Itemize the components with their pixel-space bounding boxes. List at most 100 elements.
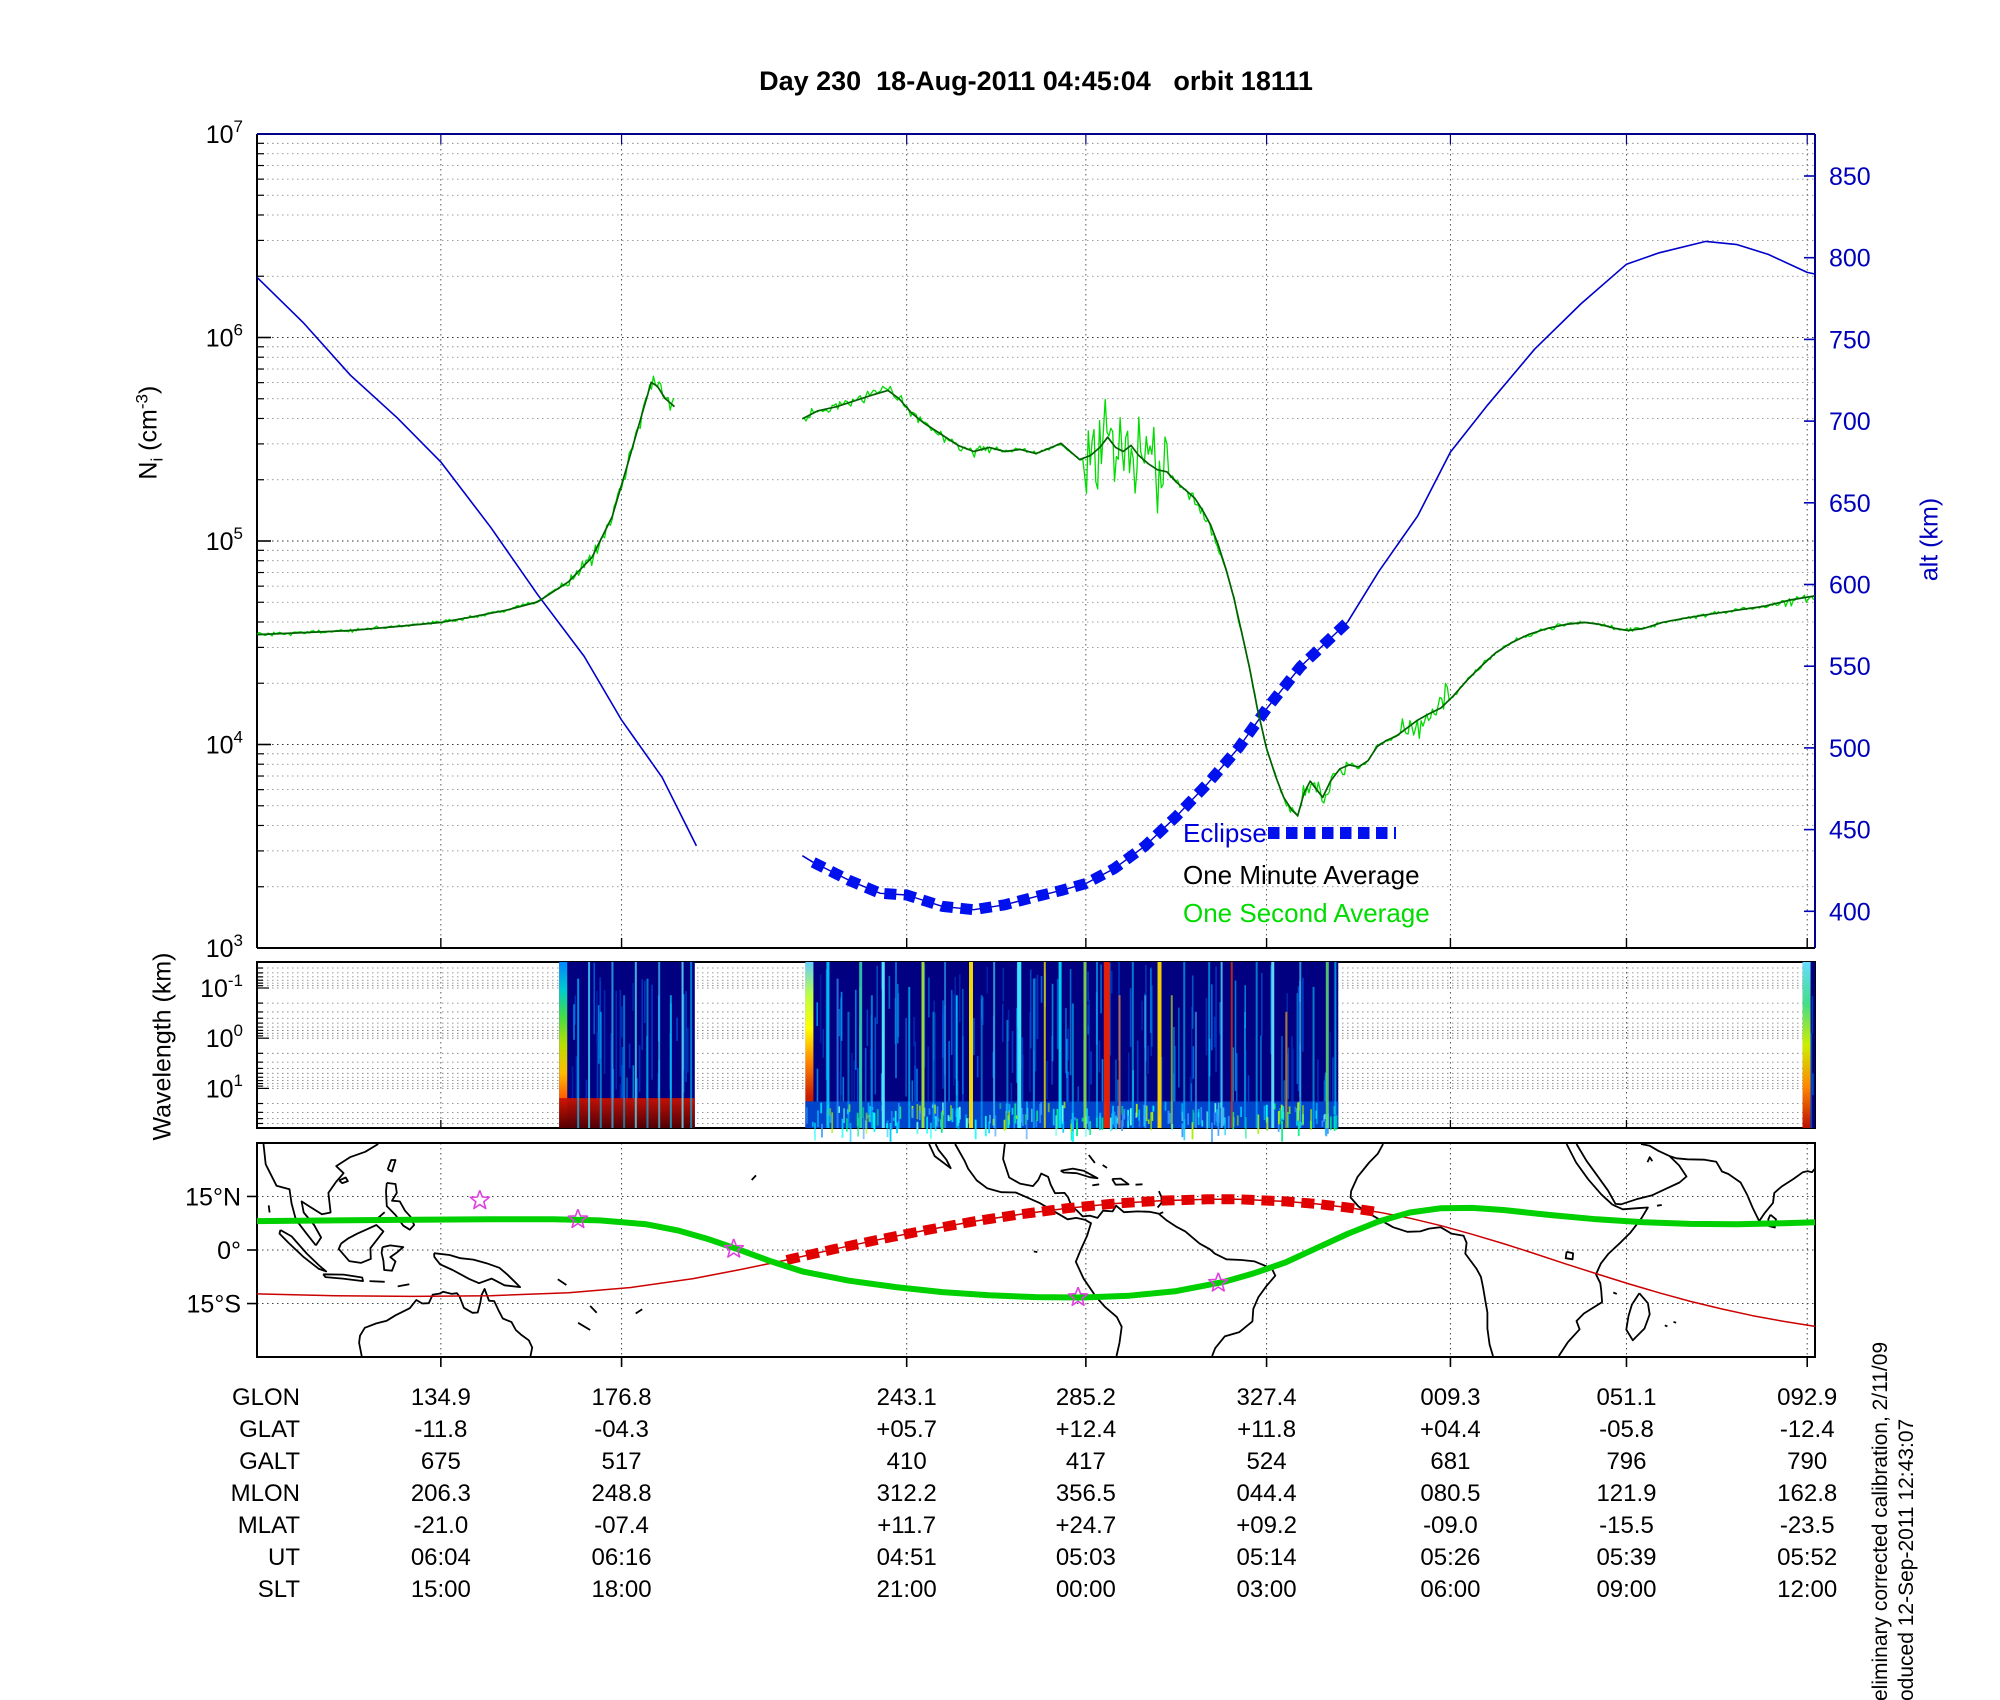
- svg-text:103: 103: [206, 931, 243, 963]
- table-cell: 681: [1430, 1448, 1471, 1475]
- table-cell: -12.4: [1779, 1416, 1835, 1443]
- svg-text:700: 700: [1829, 408, 1871, 436]
- legend-label-1: One Minute Average: [1183, 860, 1420, 890]
- table-cell: 092.9: [1777, 1384, 1838, 1411]
- legend-label-0: Eclipse: [1183, 818, 1267, 848]
- table-cell: 06:04: [410, 1544, 471, 1571]
- table-cell: 00:00: [1055, 1576, 1116, 1603]
- table-cell: 796: [1606, 1448, 1647, 1475]
- svg-text:106: 106: [206, 320, 243, 352]
- map-eclipse-track: [785, 1194, 1380, 1265]
- table-cell: +11.8: [1237, 1416, 1297, 1443]
- table-cell: 05:26: [1420, 1544, 1481, 1571]
- spectrogram-block1: [559, 962, 695, 1128]
- svg-text:0°: 0°: [217, 1237, 241, 1265]
- table-cell: 18:00: [591, 1576, 652, 1603]
- table-row-label: UT: [268, 1544, 300, 1571]
- table-cell: -05.8: [1599, 1416, 1654, 1443]
- table-cell: 121.9: [1596, 1480, 1657, 1507]
- svg-text:10-1: 10-1: [200, 971, 243, 1003]
- svg-text:15°N: 15°N: [185, 1183, 241, 1211]
- table-cell: 410: [886, 1448, 927, 1475]
- table-cell: 009.3: [1420, 1384, 1481, 1411]
- table-cell: 285.2: [1055, 1384, 1116, 1411]
- table-cell: 080.5: [1420, 1480, 1481, 1507]
- spectrogram-block2: [805, 962, 1339, 1143]
- table-cell: 162.8: [1777, 1480, 1838, 1507]
- table-cell: 517: [601, 1448, 642, 1475]
- table-row-label: GLON: [231, 1384, 300, 1411]
- table-cell: +11.7: [877, 1512, 937, 1539]
- svg-text:450: 450: [1829, 817, 1871, 845]
- spectrogram-right_sliver: [1802, 962, 1815, 1128]
- table-row-label: MLON: [230, 1480, 300, 1507]
- map-panel: [247, 1142, 1816, 1367]
- table-cell: 524: [1246, 1448, 1287, 1475]
- legend: Eclipse One Minute Average One Second Aver…: [1183, 818, 1430, 928]
- table-cell: 05:03: [1055, 1544, 1116, 1571]
- svg-text:400: 400: [1829, 898, 1871, 926]
- table-cell: 134.9: [410, 1384, 471, 1411]
- table-cell: 044.4: [1236, 1480, 1297, 1507]
- table-row-label: GLAT: [239, 1416, 300, 1443]
- table-row-slt: SLT 15:00 18:00 21:00 00:00 03:00 06:00 09:00 12…: [0, 1576, 2000, 1606]
- table-cell: 04:51: [876, 1544, 937, 1571]
- svg-text:107: 107: [206, 117, 243, 149]
- map-magnetic-line: [256, 1198, 1816, 1328]
- map-stars: [469, 1190, 1229, 1306]
- table-cell: -09.0: [1423, 1512, 1478, 1539]
- table-row-glat: GLAT -11.8 -04.3 +05.7 +12.4 +11.8 +04.4 -05.8 -…: [0, 1416, 2000, 1446]
- table-row-ut: UT 06:04 06:16 04:51 05:03 05:14 05:26 05:39 05:…: [0, 1544, 2000, 1574]
- svg-text:600: 600: [1829, 572, 1871, 600]
- svg-text:650: 650: [1829, 490, 1871, 518]
- svg-text:100: 100: [206, 1021, 243, 1053]
- altitude-curve: [256, 240, 1816, 916]
- table-cell: 356.5: [1055, 1480, 1116, 1507]
- svg-text:101: 101: [206, 1071, 243, 1103]
- svg-text:15°S: 15°S: [187, 1291, 241, 1319]
- top-panel: [256, 133, 1816, 949]
- table-cell: -11.8: [414, 1416, 468, 1443]
- table-cell: 12:00: [1777, 1576, 1838, 1603]
- table-cell: -23.5: [1779, 1512, 1835, 1539]
- table-cell: 051.1: [1596, 1384, 1657, 1411]
- table-cell: 21:00: [876, 1576, 937, 1603]
- table-cell: 417: [1065, 1448, 1106, 1475]
- top-panel-tick-labels: 107 106 105 104 103 850 800 750 700 650 600 550 500 4…: [206, 117, 1871, 963]
- table-cell: 09:00: [1596, 1576, 1657, 1603]
- map-tick-labels: 15°N 0° 15°S: [185, 1183, 241, 1318]
- plot-title: Day 230 18-Aug-2011 04:45:04 orbit 18111: [759, 66, 1313, 96]
- table-row-galt: GALT 675 517 410 417 524 681 796 790: [0, 1448, 2000, 1478]
- svg-text:750: 750: [1829, 326, 1871, 354]
- table-cell: 248.8: [591, 1480, 652, 1507]
- table-cell: -07.4: [594, 1512, 649, 1539]
- y-axis-label-density: Ni (cm-3): [132, 385, 167, 480]
- svg-text:104: 104: [206, 727, 243, 759]
- produced-note: Produced 12-Sep-2011 12:43:07: [1895, 1418, 1918, 1700]
- table-cell: 03:00: [1236, 1576, 1297, 1603]
- table-cell: 327.4: [1236, 1384, 1297, 1411]
- svg-text:105: 105: [206, 524, 243, 556]
- svg-text:500: 500: [1829, 735, 1871, 763]
- y-axis-label-wavelength: Wavelength (km): [148, 952, 177, 1141]
- table-cell: -04.3: [594, 1416, 649, 1443]
- coastlines: [262, 1143, 1816, 1357]
- table-cell: +04.4: [1420, 1416, 1481, 1443]
- map-ground-track: [256, 1204, 1816, 1301]
- table-cell: 790: [1787, 1448, 1828, 1475]
- one-minute-average-curve: [256, 381, 1816, 817]
- table-cell: 15:00: [410, 1576, 471, 1603]
- table-cell: 675: [420, 1448, 461, 1475]
- table-row-mlat: MLAT -21.0 -07.4 +11.7 +24.7 +09.2 -09.0 -15.5 -…: [0, 1512, 2000, 1542]
- legend-label-2: One Second Average: [1183, 898, 1430, 928]
- svg-text:550: 550: [1829, 653, 1871, 681]
- svg-text:800: 800: [1829, 245, 1871, 273]
- svg-text:850: 850: [1829, 163, 1871, 191]
- table-cell: +12.4: [1055, 1416, 1117, 1443]
- table-row-glon: GLON 134.9 176.8 243.1 285.2 327.4 009.3 051.1 0…: [0, 1384, 2000, 1414]
- table-cell: +09.2: [1236, 1512, 1297, 1539]
- table-cell: +24.7: [1055, 1512, 1117, 1539]
- table-cell: -15.5: [1599, 1512, 1654, 1539]
